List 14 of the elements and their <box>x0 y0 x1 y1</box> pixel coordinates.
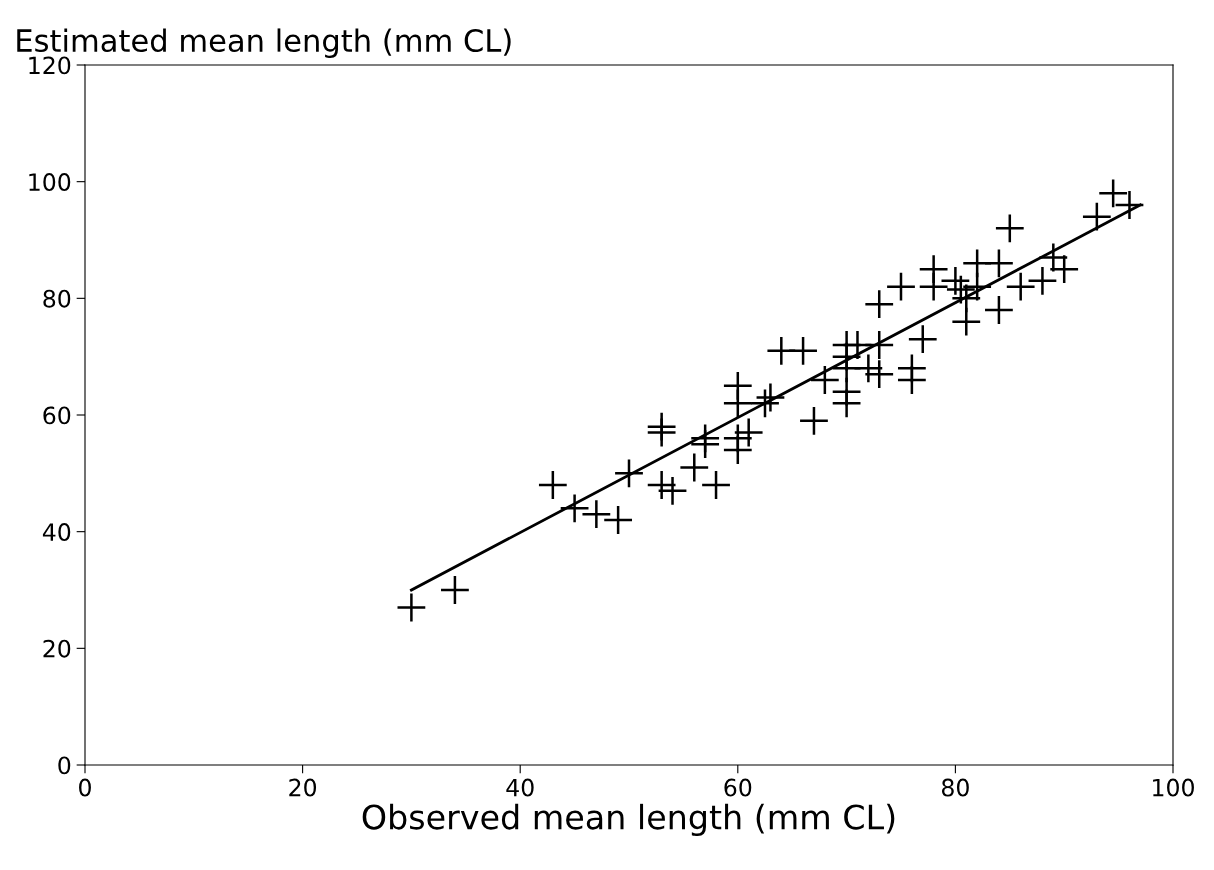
x-tick-label: 0 <box>79 778 91 797</box>
y-tick-label: 40 <box>42 523 71 541</box>
y-tick-label: 80 <box>43 289 71 308</box>
y-tick-label: 0 <box>58 756 71 775</box>
y-tick-label: 120 <box>29 56 71 75</box>
x-tick-label: 60 <box>724 778 752 797</box>
x-axis-title: Observed mean length (mm CL) <box>362 803 895 837</box>
x-tick-label: 20 <box>289 778 317 797</box>
x-tick-label: 40 <box>506 778 534 797</box>
x-tick-label: 100 <box>1153 778 1194 797</box>
y-tick-label: 20 <box>43 639 71 658</box>
x-tick-label: 80 <box>941 778 969 797</box>
y-tick-label: 60 <box>43 406 71 425</box>
y-tick-label: 100 <box>29 173 71 191</box>
